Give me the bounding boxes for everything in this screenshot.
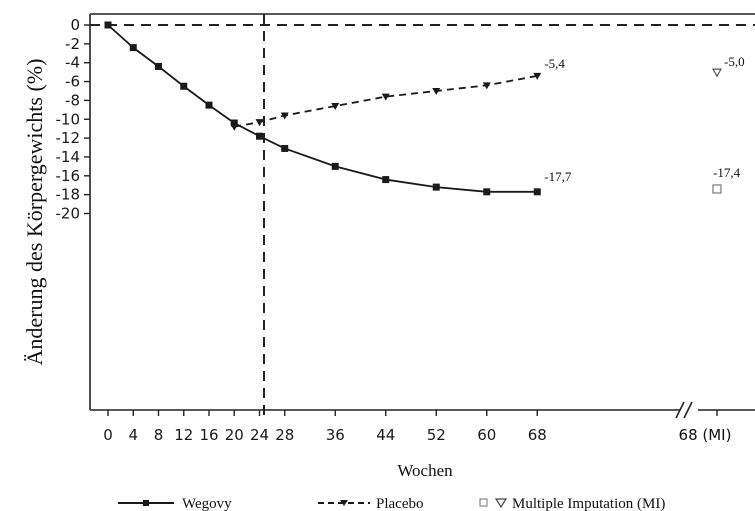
x-tick-label: 60 (477, 426, 496, 444)
legend-mi-triangle-icon (494, 498, 508, 509)
y-tick-label: -12 (56, 129, 81, 147)
wegovy-point (432, 183, 440, 191)
legend-item-wegovy: Wegovy (118, 496, 232, 511)
wegovy-point (155, 62, 162, 70)
legend-item-mi: Multiple Imputation (MI) (479, 496, 665, 511)
mi-placebo-point (711, 68, 723, 78)
wegovy-point (533, 188, 541, 196)
y-tick-label: -4 (65, 54, 80, 72)
y-tick-label: -8 (65, 91, 80, 109)
wegovy-point (129, 44, 137, 52)
series-layer: -17,7 -5,4 (104, 21, 572, 196)
x-tick-label: 44 (376, 426, 395, 444)
axis-break-mark-right (683, 401, 693, 419)
placebo-end-label: -5,4 (544, 56, 565, 71)
legend-wegovy-marker (143, 500, 149, 506)
placebo-line (234, 75, 538, 128)
wegovy-point (256, 132, 263, 140)
legend-placebo-marker (340, 500, 348, 506)
placebo-point (280, 112, 289, 120)
x-tick-label: 68 (MI) (679, 426, 732, 444)
wegovy-point (180, 82, 188, 90)
y-tick-label: -10 (56, 110, 81, 128)
x-tick-label: 12 (174, 426, 193, 444)
legend-mi-label: Multiple Imputation (MI) (512, 496, 665, 511)
y-tick-label: -20 (56, 205, 81, 223)
legend-wegovy-label: Wegovy (182, 496, 232, 511)
wegovy-point (483, 188, 491, 196)
x-tick-label: 4 (128, 426, 138, 444)
placebo-point (230, 123, 239, 131)
x-axis-title: Wochen (397, 461, 453, 480)
wegovy-point (205, 101, 213, 109)
legend-placebo-label: Placebo (376, 496, 423, 511)
legend-item-placebo: Placebo (318, 496, 423, 511)
wegovy-point (104, 21, 112, 29)
placebo-point (432, 87, 441, 95)
placebo-point (331, 103, 340, 111)
x-tick-label: 52 (427, 426, 446, 444)
wegovy-point (382, 176, 390, 184)
y-axis-title: Änderung des Körpergewichts (%) (22, 59, 47, 366)
placebo-point (381, 93, 390, 101)
mi-points: -17,4 -5,0 (711, 54, 745, 194)
x-tick-label: 68 (528, 426, 547, 444)
x-tick-label: 20 (225, 426, 244, 444)
placebo-point (482, 82, 491, 90)
x-tick-label: 8 (154, 426, 164, 444)
y-tick-label: -16 (56, 167, 81, 185)
mi-placebo-label: -5,0 (724, 54, 745, 69)
x-tick-label: 24 (250, 426, 269, 444)
wegovy-point (281, 144, 289, 152)
x-tick-label: 28 (275, 426, 294, 444)
mi-wegovy-point (712, 184, 722, 194)
legend: Wegovy Placebo Multiple Imputation (MI) (118, 496, 665, 511)
y-tick-label: -2 (65, 35, 80, 53)
y-tick-label: 0 (70, 16, 80, 34)
y-tick-label: -6 (65, 73, 80, 91)
axis-break-mark-left (675, 401, 685, 419)
placebo-point (255, 119, 264, 127)
legend-mi-square-icon (479, 498, 488, 507)
plot-frame (89, 13, 755, 419)
y-tick-label: -18 (56, 186, 81, 204)
placebo-point (533, 72, 542, 80)
x-axis-ticks: 0 4 8 12 16 20 24 28 36 44 52 60 68 68 (MI) (103, 410, 731, 444)
mi-wegovy-label: -17,4 (713, 165, 741, 180)
wegovy-end-label: -17,7 (544, 169, 572, 184)
y-axis-ticks: 0-2-4-6-8-10-12-14-16-18-20 (56, 16, 90, 223)
reference-lines (90, 14, 755, 422)
wegovy-point (230, 119, 238, 127)
x-tick-label: 36 (326, 426, 345, 444)
x-tick-label: 0 (103, 426, 113, 444)
y-tick-label: -14 (56, 148, 81, 166)
wegovy-point (331, 162, 339, 170)
x-tick-label: 16 (199, 426, 218, 444)
